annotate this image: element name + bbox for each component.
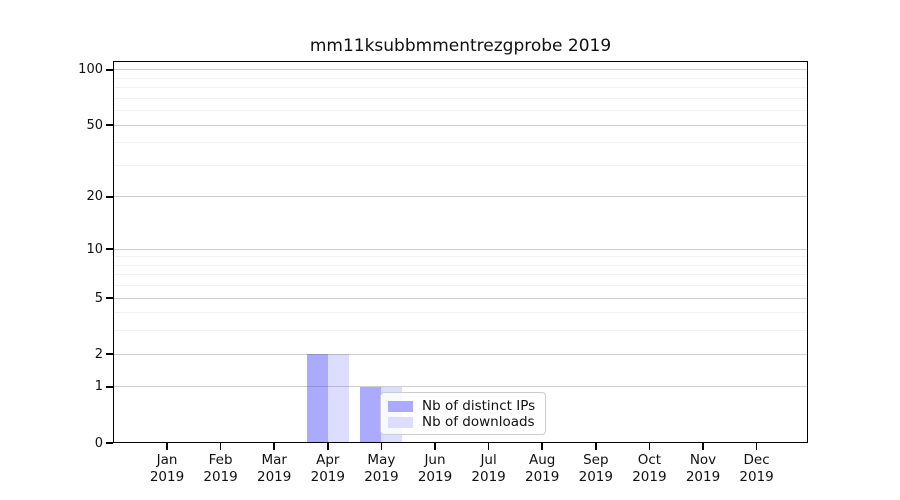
x-tick-label-mar: Mar 2019 — [244, 452, 304, 486]
x-tick-month: Nov — [689, 452, 717, 468]
x-tick-year: 2019 — [257, 469, 292, 485]
x-tick-year: 2019 — [578, 469, 613, 485]
x-tick-label-oct: Oct 2019 — [619, 452, 679, 486]
bar-apr-s1 — [327, 354, 349, 442]
y-tick-20 — [106, 196, 113, 198]
x-tick-year: 2019 — [739, 469, 774, 485]
bar-may-s0 — [360, 386, 382, 442]
y-tick-label-2: 2 — [94, 346, 103, 362]
y-tick-label-5: 5 — [94, 290, 103, 306]
legend-row-0: Nb of distinct IPs — [388, 398, 537, 414]
plot-area: 0 1 2 5 10 20 50 100 Jan 2019 Feb 2019 Mar 2019 Apr 201… — [78, 61, 808, 485]
y-tick-0 — [106, 442, 113, 444]
y-tick-label-1: 1 — [94, 379, 103, 395]
x-tick-nov — [702, 443, 704, 450]
x-tick-jun — [434, 443, 436, 450]
x-tick-label-jan: Jan 2019 — [137, 452, 197, 486]
y-tick-100 — [106, 69, 113, 71]
y-tick-label-0: 0 — [94, 435, 103, 451]
x-tick-year: 2019 — [149, 469, 185, 485]
x-tick-year: 2019 — [310, 469, 345, 485]
x-tick-label-jul: Jul 2019 — [459, 452, 519, 486]
x-tick-year: 2019 — [525, 469, 560, 485]
x-tick-month: Jul — [480, 452, 497, 468]
x-tick-label-jun: Jun 2019 — [405, 452, 465, 486]
x-tick-sep — [595, 443, 597, 450]
bar-apr-s0 — [306, 354, 328, 442]
y-tick-label-50: 50 — [86, 117, 103, 133]
x-tick-label-apr: Apr 2019 — [298, 452, 358, 486]
x-tick-month: Feb — [208, 452, 233, 468]
legend-label-0: Nb of distinct IPs — [422, 398, 536, 414]
x-tick-month: May — [367, 452, 396, 468]
chart-title: mm11ksubbmmentrezgprobe 2019 — [309, 36, 612, 56]
x-tick-month: Oct — [637, 452, 662, 468]
legend-swatch-1 — [388, 416, 413, 428]
legend-swatch-0 — [388, 400, 413, 412]
x-tick-year: 2019 — [203, 469, 238, 485]
x-tick-month: Mar — [261, 452, 287, 468]
x-tick-month: Sep — [583, 452, 609, 468]
x-tick-label-feb: Feb 2019 — [191, 452, 251, 486]
y-tick-10 — [106, 248, 113, 250]
x-tick-feb — [219, 443, 222, 450]
x-tick-month: Jan — [156, 452, 178, 468]
x-tick-oct — [648, 443, 651, 450]
x-tick-dec — [755, 443, 758, 450]
x-tick-year: 2019 — [364, 469, 399, 485]
y-tick-label-100: 100 — [78, 62, 103, 78]
y-tick-1 — [106, 386, 113, 388]
axes-layer: 0 1 2 5 10 20 50 100 Jan 2019 Feb 2019 Mar 2019 Apr 201… — [78, 61, 808, 485]
x-tick-year: 2019 — [471, 469, 506, 485]
x-tick-label-sep: Sep 2019 — [566, 452, 626, 486]
x-tick-year: 2019 — [632, 469, 667, 485]
x-tick-year: 2019 — [417, 469, 453, 485]
x-tick-jul — [487, 443, 490, 450]
legend-row-1: Nb of downloads — [388, 414, 537, 430]
bars-layer — [113, 61, 808, 443]
x-tick-label-aug: Aug 2019 — [512, 452, 572, 486]
x-tick-month: Jun — [424, 452, 446, 468]
x-tick-year: 2019 — [685, 469, 721, 485]
legend: Nb of distinct IPs Nb of downloads — [380, 392, 546, 435]
x-tick-month: Apr — [316, 452, 340, 468]
y-tick-50 — [106, 124, 113, 126]
x-tick-apr — [327, 443, 329, 450]
x-tick-label-may: May 2019 — [351, 452, 411, 486]
y-tick-label-20: 20 — [86, 189, 103, 205]
x-tick-label-dec: Dec 2019 — [727, 452, 787, 486]
x-tick-mar — [273, 443, 275, 450]
x-tick-label-nov: Nov 2019 — [673, 452, 733, 486]
x-tick-may — [380, 443, 383, 450]
y-tick-5 — [106, 297, 113, 299]
x-tick-jan — [166, 443, 168, 450]
x-tick-month: Aug — [529, 452, 556, 468]
y-tick-label-10: 10 — [86, 241, 103, 257]
x-tick-aug — [541, 443, 543, 450]
y-tick-2 — [106, 353, 113, 355]
x-tick-month: Dec — [743, 452, 770, 468]
legend-label-1: Nb of downloads — [422, 414, 535, 430]
